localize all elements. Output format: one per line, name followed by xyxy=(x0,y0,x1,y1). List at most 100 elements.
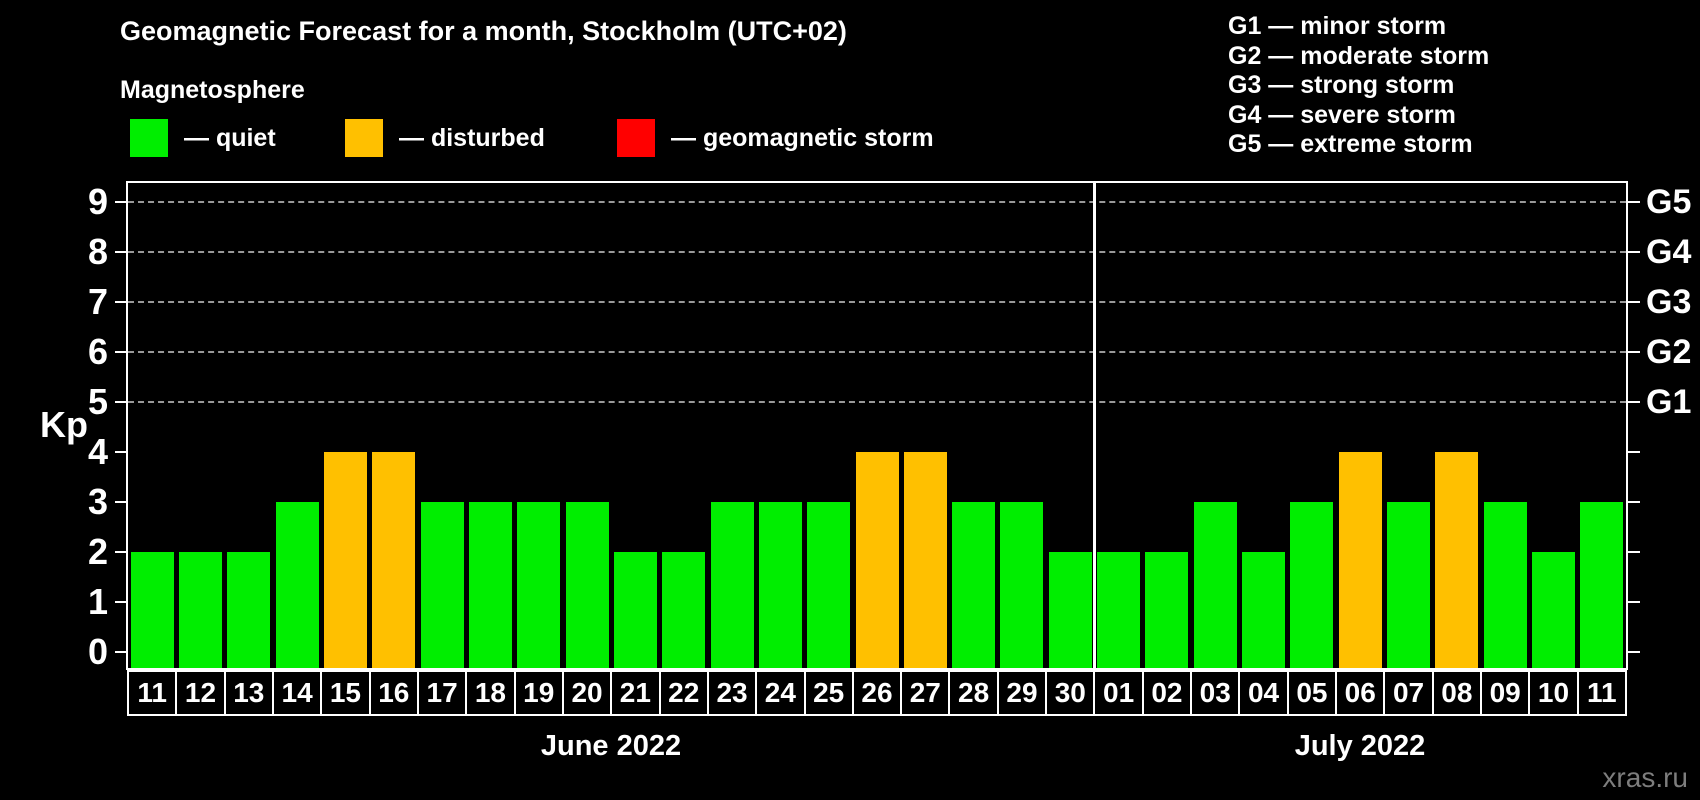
gridline-kp7 xyxy=(128,301,1626,303)
right-axis-label-g1: G1 xyxy=(1646,383,1692,421)
right-axis-tick-6 xyxy=(1627,351,1640,353)
day-label-03: 03 xyxy=(1190,670,1241,716)
kp-bar-day-17 xyxy=(420,502,464,668)
y-axis-label-7: 7 xyxy=(87,281,108,322)
kp-bar-day-06 xyxy=(1338,452,1382,668)
quiet-color-swatch xyxy=(130,119,168,157)
kp-bar-day-05 xyxy=(1290,502,1334,668)
day-label-22: 22 xyxy=(658,670,709,716)
kp-bar-day-22 xyxy=(662,552,706,668)
kp-bar-day-24 xyxy=(758,502,802,668)
kp-bar-day-15 xyxy=(323,452,367,668)
kp-bar-day-11 xyxy=(1580,502,1624,668)
y-axis-label-1: 1 xyxy=(87,581,108,622)
kp-bar-chart-plot: 0 1 2 3 4 5 6 7 8 9 G1 G2 G3 G4 G5 xyxy=(88,181,1691,672)
day-label-08: 08 xyxy=(1431,670,1483,716)
y-axis-label-4: 4 xyxy=(87,431,108,472)
y-axis-tick-7 xyxy=(115,301,127,303)
magnetosphere-label: Magnetosphere xyxy=(120,76,305,104)
y-axis-tick-8 xyxy=(115,251,127,253)
right-axis-tick-7 xyxy=(1627,301,1640,303)
day-label-17: 17 xyxy=(416,670,468,716)
kp-bar-day-01 xyxy=(1097,552,1141,668)
right-axis-label-g4: G4 xyxy=(1646,233,1692,271)
y-axis-label-9: 9 xyxy=(87,181,108,222)
kp-bar-day-02 xyxy=(1145,552,1189,668)
legend-quiet-label: — quiet xyxy=(184,123,276,152)
month-label-july: July 2022 xyxy=(1294,730,1426,762)
day-label-25: 25 xyxy=(803,670,854,716)
y-axis-label-0: 0 xyxy=(87,631,108,672)
right-axis-label-g5: G5 xyxy=(1646,183,1692,221)
day-label-04: 04 xyxy=(1238,670,1289,716)
gridline-kp5 xyxy=(128,401,1626,403)
day-label-11: 11 xyxy=(1576,670,1627,716)
day-label-13: 13 xyxy=(223,670,274,716)
g5-legend-line: G5 — extreme storm xyxy=(1228,130,1473,158)
day-label-26: 26 xyxy=(851,670,903,716)
y-axis-tick-4 xyxy=(115,451,127,453)
kp-bar-day-04 xyxy=(1242,552,1286,668)
kp-bar-day-16 xyxy=(372,452,416,668)
kp-bar-day-10 xyxy=(1532,552,1576,668)
day-label-07: 07 xyxy=(1383,670,1434,716)
right-axis-tick-9 xyxy=(1627,201,1640,203)
day-label-15: 15 xyxy=(320,670,371,716)
storm-color-swatch xyxy=(617,119,655,157)
kp-bar-day-13 xyxy=(227,552,271,668)
month-separator-line xyxy=(1092,183,1096,668)
right-axis-label-g3: G3 xyxy=(1646,283,1692,321)
kp-bar-day-28 xyxy=(952,502,996,668)
right-axis-tick-3 xyxy=(1627,501,1640,503)
y-axis-label-8: 8 xyxy=(87,231,108,272)
y-axis-tick-0 xyxy=(115,651,127,653)
day-label-14: 14 xyxy=(271,670,323,716)
kp-bar-day-23 xyxy=(710,502,754,668)
disturbed-color-swatch xyxy=(345,119,383,157)
kp-bar-day-09 xyxy=(1483,502,1527,668)
right-axis-tick-8 xyxy=(1627,251,1640,253)
y-axis-label-5: 5 xyxy=(87,381,108,422)
day-label-02: 02 xyxy=(1141,670,1193,716)
kp-bar-day-11 xyxy=(130,552,174,668)
kp-bar-day-26 xyxy=(855,452,899,668)
y-axis-title: Kp xyxy=(40,404,88,445)
y-axis-tick-6 xyxy=(115,351,127,353)
legend-item-storm: — geomagnetic storm xyxy=(617,118,934,158)
day-label-27: 27 xyxy=(900,670,951,716)
day-label-01: 01 xyxy=(1093,670,1144,716)
kp-bar-day-08 xyxy=(1435,452,1479,668)
day-label-12: 12 xyxy=(175,670,226,716)
day-label-30: 30 xyxy=(1045,670,1096,716)
g1-legend-line: G1 — minor storm xyxy=(1228,12,1447,40)
kp-bar-day-30 xyxy=(1048,552,1092,668)
y-axis-tick-2 xyxy=(115,551,127,553)
legend-disturbed-label: — disturbed xyxy=(399,123,545,152)
y-axis-label-2: 2 xyxy=(87,531,108,572)
right-axis-tick-4 xyxy=(1627,451,1640,453)
kp-bar-day-20 xyxy=(565,502,609,668)
legend-item-disturbed: — disturbed xyxy=(345,118,545,158)
day-label-29: 29 xyxy=(996,670,1048,716)
g4-legend-line: G4 — severe storm xyxy=(1228,100,1456,129)
day-label-21: 21 xyxy=(610,670,661,716)
kp-bar-day-25 xyxy=(807,502,851,668)
y-axis-tick-9 xyxy=(115,201,127,203)
right-axis-tick-5 xyxy=(1627,401,1640,403)
day-label-23: 23 xyxy=(706,670,758,716)
gridline-kp9 xyxy=(128,201,1626,203)
month-label-june: June 2022 xyxy=(540,730,682,762)
day-label-06: 06 xyxy=(1335,670,1386,716)
y-axis-tick-1 xyxy=(115,601,127,603)
right-axis-tick-2 xyxy=(1627,551,1640,553)
day-label-09: 09 xyxy=(1480,670,1531,716)
kp-bar-day-14 xyxy=(275,502,319,668)
y-axis-label-3: 3 xyxy=(87,481,108,522)
g3-legend-line: G3 — strong storm xyxy=(1228,71,1455,99)
page-title: Geomagnetic Forecast for a month, Stockh… xyxy=(120,16,847,46)
y-axis-label-6: 6 xyxy=(87,331,108,372)
day-label-10: 10 xyxy=(1528,670,1579,716)
day-label-16: 16 xyxy=(368,670,419,716)
kp-bar-day-19 xyxy=(517,502,561,668)
day-label-19: 19 xyxy=(513,670,564,716)
